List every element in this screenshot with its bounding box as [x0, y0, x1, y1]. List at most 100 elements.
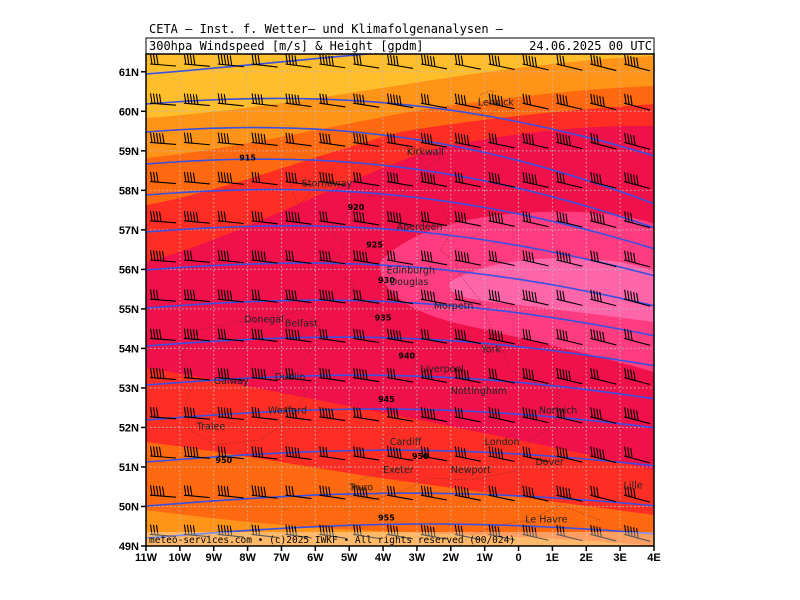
lat-label: 56N — [119, 264, 139, 276]
wind-barb — [353, 485, 380, 500]
wind-barb — [149, 406, 177, 420]
wind-barb — [319, 171, 346, 186]
height-contour-line — [146, 299, 654, 337]
wind-barb — [251, 171, 278, 186]
wind-barb — [319, 446, 346, 461]
lon-label: 1E — [546, 552, 559, 564]
lat-label: 54N — [119, 343, 139, 355]
wind-barb — [454, 211, 481, 227]
wind-barb — [420, 446, 448, 462]
wind-barb — [420, 132, 448, 148]
wind-barb — [556, 524, 583, 542]
wind-barb — [488, 211, 515, 227]
contour-label: 945 — [378, 395, 395, 404]
wind-barb — [488, 171, 515, 188]
wind-barb — [285, 485, 312, 500]
wind-barb — [522, 289, 549, 306]
wind-barb — [590, 289, 617, 307]
contour-label: 950 — [412, 452, 429, 461]
city-label: Dublin — [275, 372, 306, 383]
lon-label: 4W — [375, 552, 392, 564]
wind-barb — [217, 210, 244, 225]
wind-barb — [149, 485, 177, 498]
contour-label: 925 — [366, 241, 383, 250]
wind-barb — [556, 367, 583, 385]
wind-barb — [251, 446, 278, 460]
wind-barb — [454, 171, 481, 188]
wind-barb — [386, 250, 414, 265]
wind-barb — [285, 132, 312, 147]
city-label: Lille — [624, 481, 643, 492]
wind-barb — [420, 93, 448, 109]
wind-barb — [217, 171, 244, 185]
city-label: Newport — [451, 465, 491, 476]
wind-barb — [556, 93, 583, 110]
wind-barb — [319, 485, 346, 500]
wind-barb — [149, 171, 177, 185]
wind-barb — [285, 367, 312, 382]
wind-barb — [556, 485, 583, 502]
wind-barb — [251, 328, 278, 342]
wind-barb — [183, 524, 210, 538]
wind-barb — [488, 485, 515, 502]
lat-label: 61N — [119, 67, 139, 79]
city-label: Belfast — [285, 319, 318, 330]
wind-barb — [454, 446, 481, 462]
wind-barb — [386, 407, 414, 422]
wind-barb — [251, 54, 278, 68]
wind-barb — [623, 524, 651, 542]
wind-barb — [522, 328, 549, 345]
wind-barb — [183, 485, 210, 499]
city-label: Aberdeen — [397, 222, 443, 233]
wind-barb — [420, 289, 448, 305]
wind-barb — [319, 250, 346, 265]
wind-barb — [454, 132, 481, 149]
city-layer: Lerwick Kirkwall Stornoway Aberdeen Edinburg… — [196, 97, 643, 525]
contour-label: 920 — [348, 203, 365, 212]
wind-barb — [285, 93, 312, 108]
height-contour-line — [146, 188, 654, 250]
wind-barb — [251, 289, 278, 303]
height-contour-line — [146, 262, 654, 307]
wind-barb — [217, 93, 244, 107]
wind-barb — [386, 485, 414, 501]
wind-barb — [590, 328, 617, 346]
wind-barb — [217, 406, 244, 421]
wind-barb — [454, 367, 481, 384]
wind-barb — [590, 407, 617, 424]
wind-barb — [149, 524, 177, 537]
wind-barb — [590, 132, 617, 150]
city-label: Tralee — [196, 421, 226, 432]
city-label: Kirkwall — [407, 147, 444, 158]
wind-barb — [319, 54, 346, 69]
wind-barb — [183, 93, 210, 107]
city-label: London — [485, 437, 520, 448]
wind-barb — [488, 250, 515, 267]
wind-barb — [149, 289, 177, 302]
wind-barb — [454, 289, 481, 305]
city-label: Donegal — [244, 315, 283, 326]
lat-label: 49N — [119, 541, 139, 553]
lat-label: 57N — [119, 225, 139, 237]
wind-barb — [386, 367, 414, 383]
wind-barb — [623, 93, 651, 111]
wind-barb — [454, 54, 481, 70]
wind-barb — [488, 367, 515, 384]
wind-barb — [285, 210, 312, 225]
city-label: Nottingham — [451, 386, 507, 397]
wind-barb — [522, 93, 549, 110]
wind-barb — [454, 407, 481, 423]
wind-barb — [149, 250, 177, 263]
footer-credit: meteo-services.com • (c)2025 IWKF • All … — [149, 535, 515, 546]
lon-label: 1W — [476, 552, 493, 564]
city-label: Stornoway — [302, 178, 353, 189]
contour-label: 930 — [378, 276, 395, 285]
height-contour-line — [146, 336, 654, 367]
wind-barb — [285, 406, 312, 421]
lon-label: 0 — [515, 552, 521, 564]
wind-barb — [522, 524, 549, 541]
city-label: Wexford — [268, 406, 307, 417]
wind-barb — [217, 54, 244, 68]
lat-label: 50N — [119, 501, 139, 513]
wind-barb — [623, 446, 651, 464]
